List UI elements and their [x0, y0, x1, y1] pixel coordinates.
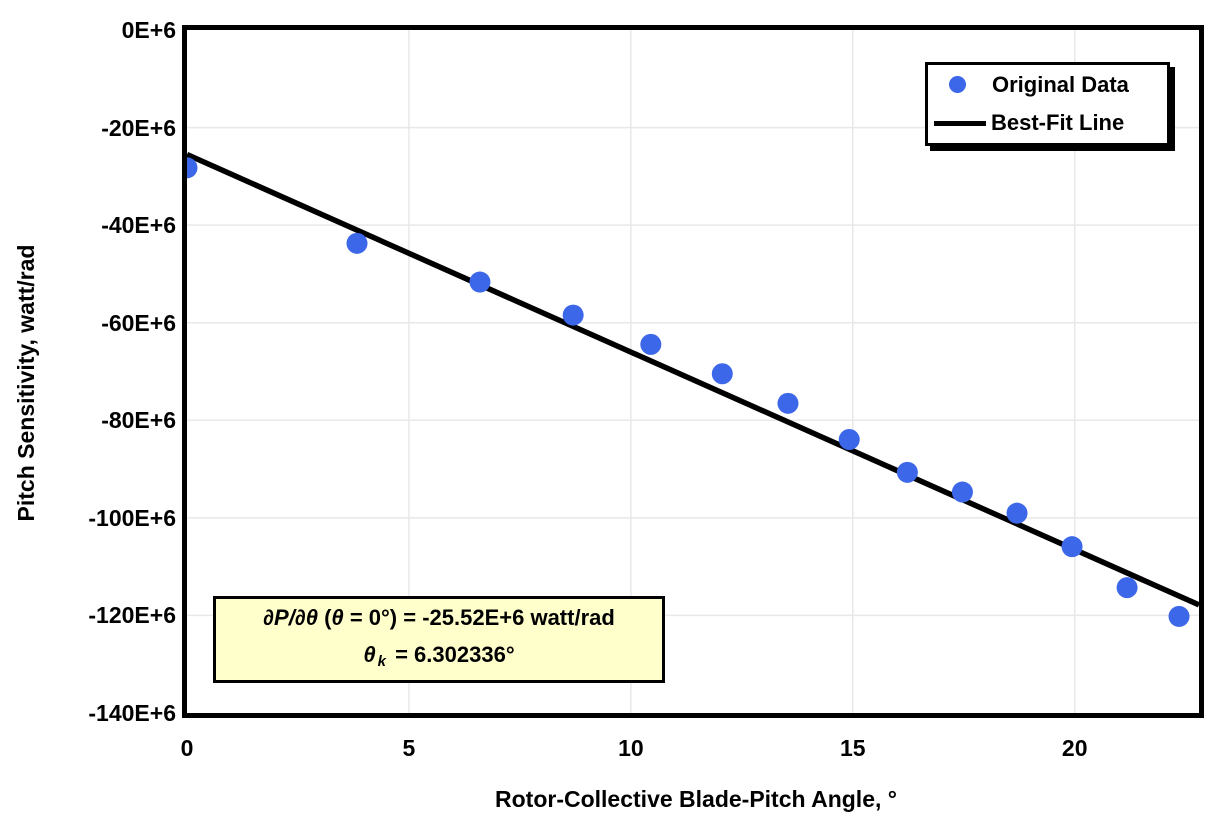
legend: Original Data Best-Fit Line — [925, 62, 1170, 146]
annotation-text-part: ( — [317, 604, 332, 630]
data-point — [469, 271, 491, 293]
x-tick-label: 5 — [402, 735, 416, 761]
legend-item-best-fit-line: Best-Fit Line — [928, 104, 1167, 142]
y-tick-label: -40E+6 — [101, 212, 176, 239]
y-tick-label: -140E+6 — [88, 700, 176, 726]
data-point — [1168, 605, 1190, 627]
y-tick-label: 0E+6 — [121, 17, 176, 43]
annotation-text-part: θ — [331, 604, 344, 630]
data-point — [951, 481, 973, 503]
x-tick-label: 10 — [618, 735, 644, 761]
data-point — [1061, 536, 1083, 558]
legend-label-original-data: Original Data — [992, 71, 1129, 97]
plot-canvas — [187, 30, 1199, 713]
line-marker-icon — [934, 120, 986, 126]
y-tick-label: -20E+6 — [101, 114, 176, 141]
scatter-marker-icon — [949, 76, 966, 94]
y-tick-label: -120E+6 — [88, 602, 176, 629]
data-point — [1116, 577, 1138, 599]
y-tick-label: -80E+6 — [101, 407, 176, 434]
data-point — [346, 232, 368, 254]
annotation-text-part: ∂P/∂θ — [263, 604, 318, 630]
data-point — [838, 429, 860, 451]
data-point — [1006, 502, 1028, 524]
y-tick-label: -60E+6 — [101, 309, 176, 336]
best-fit-line — [187, 151, 1199, 608]
data-point — [187, 157, 198, 179]
x-tick-label: 20 — [1061, 735, 1088, 761]
annotation-text-part: = 6.302336° — [388, 641, 515, 667]
x-axis-title: Rotor-Collective Blade-Pitch Angle, ° — [495, 786, 897, 812]
annotation-text-part: = 0°) = -25.52E+6 watt/rad — [343, 604, 615, 630]
data-point — [896, 461, 918, 483]
data-point — [640, 333, 662, 355]
y-tick-label: -100E+6 — [88, 504, 176, 531]
x-tick-label: 15 — [839, 735, 866, 761]
annotation-line-slope: ∂P/∂θ (θ = 0°) = -25.52E+6 watt/rad — [263, 599, 615, 636]
plot-area: Original Data Best-Fit Line ∂P/∂θ (θ = 0… — [182, 25, 1204, 718]
legend-label-best-fit-line: Best-Fit Line — [991, 110, 1125, 136]
data-point — [562, 304, 584, 326]
x-tick-label: 0 — [180, 735, 194, 761]
data-point — [711, 363, 733, 385]
legend-item-original-data: Original Data — [928, 66, 1167, 104]
data-point — [777, 392, 799, 414]
annotation-text-part: θ — [363, 641, 376, 667]
annotation-text-part: k — [377, 653, 386, 671]
